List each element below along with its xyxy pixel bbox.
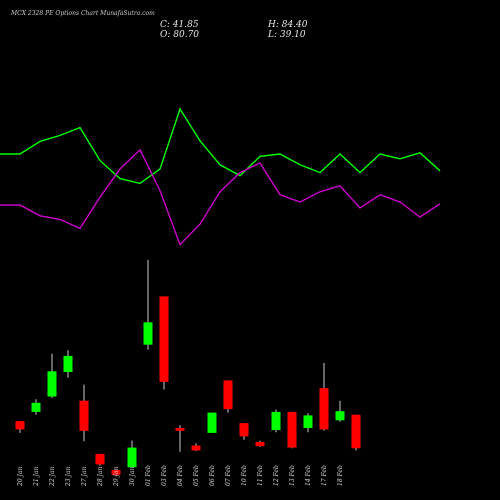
x-tick-label: 23 Jan: [65, 466, 72, 487]
candle: [239, 423, 249, 440]
indicator-lines: [0, 107, 441, 246]
candle-body-down: [95, 453, 105, 465]
candle: [175, 425, 185, 452]
candle: [127, 440, 137, 468]
low-value: L: 39.10: [268, 30, 306, 40]
x-tick-label: 21 Jan: [33, 466, 40, 487]
candle: [223, 380, 233, 413]
candle: [207, 412, 217, 433]
candle-body-up: [207, 412, 217, 433]
x-tick-label: 20 Jan: [17, 466, 24, 487]
x-tick-label: 03 Feb: [161, 465, 168, 486]
candle-body-up: [127, 447, 137, 468]
close-value: C: 41.85: [160, 20, 199, 30]
x-tick-label: 30 Jan: [129, 466, 136, 486]
candle: [95, 453, 105, 466]
x-axis-labels: 20 Jan 21 Jan 22 Jan 23 Jan 27 Jan 28 Jan 29 J…: [17, 465, 344, 487]
candle-body-down: [159, 296, 169, 382]
candle-body-down: [111, 470, 121, 475]
candle-body-up: [335, 411, 345, 421]
candle-body-down: [287, 411, 297, 448]
candle-body-down: [239, 423, 249, 437]
candle: [47, 353, 57, 398]
candle-body-up: [303, 415, 313, 428]
x-tick-label: 12 Feb: [273, 465, 280, 486]
candle: [31, 399, 41, 415]
x-tick-label: 07 Feb: [225, 465, 232, 486]
x-tick-label: 01 Feb: [145, 465, 152, 486]
candle: [351, 414, 361, 451]
candle-body-up: [143, 322, 153, 345]
candle-body-down: [255, 442, 265, 447]
candle-body-down: [15, 421, 25, 430]
candle: [255, 440, 265, 447]
x-tick-label: 11 Feb: [257, 465, 264, 486]
candle-body-up: [47, 371, 57, 397]
x-tick-label: 05 Feb: [193, 465, 200, 486]
candle-body-up: [271, 411, 281, 431]
candle: [111, 470, 121, 477]
indicator-line-1: [0, 107, 441, 185]
candle-body-down: [319, 388, 329, 430]
x-tick-label: 27 Jan: [81, 466, 88, 487]
candle-body-down: [175, 428, 185, 431]
indicator-line-2: [0, 148, 441, 246]
candle-body-down: [223, 380, 233, 410]
candle: [15, 421, 25, 433]
candle-body-up: [31, 402, 41, 412]
x-tick-label: 29 Jan: [113, 466, 120, 487]
x-tick-label: 17 Feb: [321, 465, 328, 486]
candle-body-down: [79, 400, 89, 431]
open-value: O: 80.70: [160, 30, 200, 40]
x-tick-label: 22 Jan: [49, 466, 56, 487]
x-tick-label: 28 Jan: [97, 466, 104, 487]
chart-title: MCX 2328 PE Options Chart MunafaSutra.co…: [11, 10, 155, 17]
candle: [143, 260, 153, 350]
candle: [287, 411, 297, 449]
candle-body-down: [351, 414, 361, 449]
x-tick-label: 06 Feb: [209, 465, 216, 486]
x-tick-label: 10 Feb: [241, 465, 248, 486]
candle: [335, 400, 345, 422]
x-tick-label: 18 Feb: [337, 465, 344, 486]
x-tick-label: 14 Feb: [305, 465, 312, 486]
candle: [63, 350, 73, 378]
candle: [191, 443, 201, 452]
high-value: H: 84.40: [268, 20, 308, 30]
candle-body-down: [191, 445, 201, 451]
candle: [303, 413, 313, 433]
candle: [159, 296, 169, 390]
candle: [271, 409, 281, 433]
candles: [15, 260, 361, 477]
x-tick-label: 04 Feb: [177, 465, 184, 486]
candle: [79, 384, 89, 442]
x-tick-label: 13 Feb: [289, 465, 296, 486]
candle-body-up: [63, 355, 73, 372]
candle: [319, 362, 329, 431]
